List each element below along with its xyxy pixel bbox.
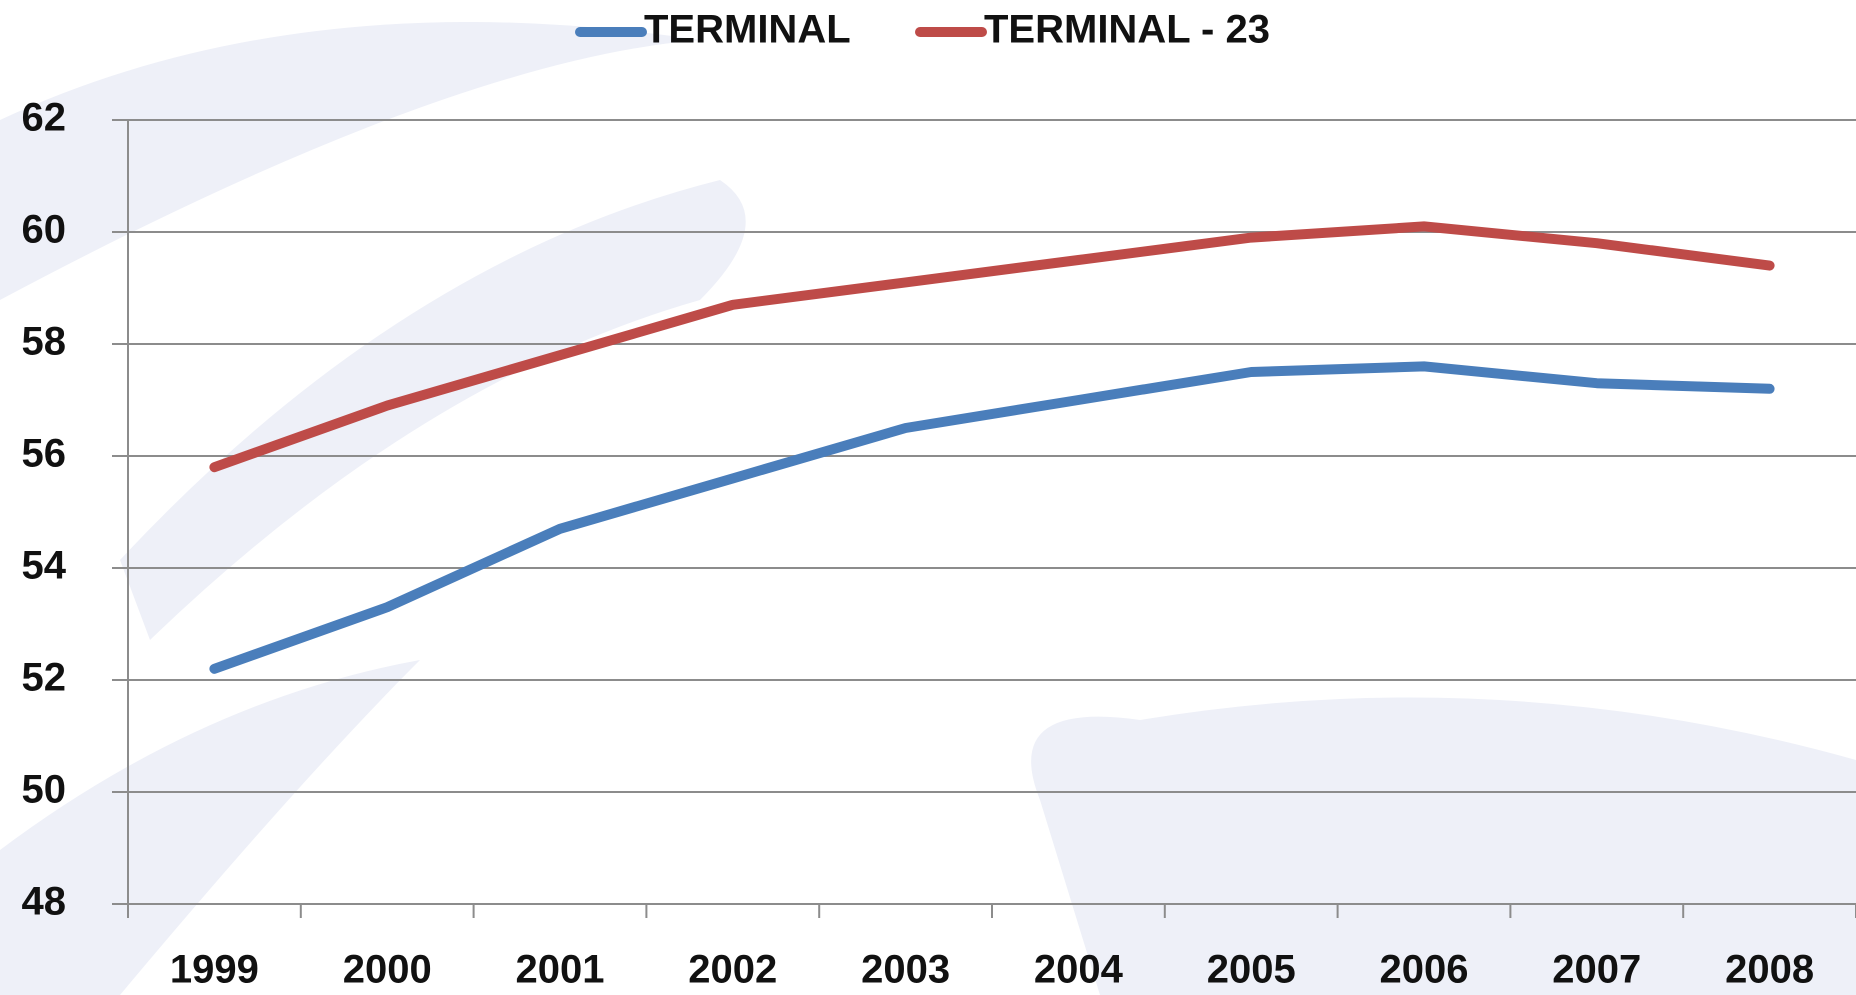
x-tick-label: 2006 [1380, 948, 1469, 992]
y-tick-label: 52 [22, 656, 67, 700]
background-decoration [0, 22, 1856, 995]
x-tick-label: 1999 [170, 948, 259, 992]
x-tick-label: 2007 [1552, 948, 1641, 992]
legend-label: TERMINAL - 23 [984, 8, 1270, 52]
legend-label: TERMINAL [644, 8, 851, 52]
x-tick-label: 2008 [1725, 948, 1814, 992]
y-tick-label: 62 [22, 96, 67, 140]
y-tick-label: 58 [22, 320, 67, 364]
x-tick-label: 2000 [343, 948, 432, 992]
x-tick-label: 2005 [1207, 948, 1296, 992]
y-tick-label: 50 [22, 768, 67, 812]
x-tick-label: 2002 [688, 948, 777, 992]
series-line [214, 366, 1769, 668]
chart: 48 50 52 54 56 58 60 62 1999 2000 2001 2002 2003 2004… [0, 0, 1856, 995]
y-tick-label: 56 [22, 432, 67, 476]
y-tick-label: 54 [22, 544, 67, 588]
x-tick-label: 2004 [1034, 948, 1124, 992]
x-tick-label: 2003 [861, 948, 950, 992]
x-tick-label: 2001 [516, 948, 605, 992]
y-tick-label: 60 [22, 208, 67, 252]
y-tick-label: 48 [22, 880, 67, 924]
